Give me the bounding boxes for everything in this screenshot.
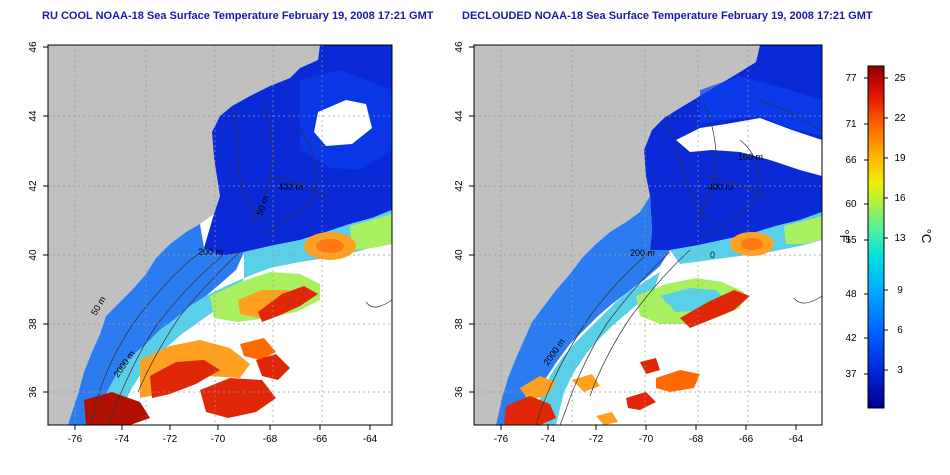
- lon-tick-label: -72: [163, 434, 178, 445]
- celsius-tick-label: 22: [894, 113, 906, 124]
- lon-tick-label: -70: [639, 434, 654, 445]
- right-panel-title: DECLOUDED NOAA-18 Sea Surface Temperatur…: [462, 10, 873, 22]
- contour-label: 200 m: [198, 247, 223, 257]
- lat-tick-label: 46: [28, 41, 39, 53]
- right-sst-map: [474, 45, 822, 425]
- lon-tick-label: -76: [494, 434, 509, 445]
- lat-tick-label: 42: [454, 180, 465, 192]
- left-lon-axis: -76 -74 -72 -70 -68 -66 -64: [68, 425, 378, 445]
- temperature-colorbar: 77 71 66 60 55 48 42 37 25 22 19 16 13 9…: [837, 65, 934, 409]
- lat-tick-label: 38: [28, 318, 39, 330]
- cool-water: [496, 196, 670, 425]
- celsius-tick-label: 13: [894, 233, 906, 244]
- contour-label: 0: [710, 250, 715, 260]
- celsius-tick-label: 25: [894, 73, 906, 84]
- fahrenheit-tick-label: 37: [845, 369, 857, 380]
- lat-tick-label: 44: [454, 110, 465, 122]
- fahrenheit-tick-label: 48: [845, 289, 857, 300]
- celsius-tick-label: 16: [894, 193, 906, 204]
- lat-tick-label: 42: [28, 180, 39, 192]
- colorbar-gradient: [867, 65, 885, 409]
- land-mass: [474, 45, 760, 425]
- fahrenheit-tick-label: 42: [845, 333, 857, 344]
- lon-tick-label: -72: [589, 434, 604, 445]
- fahrenheit-tick-label: 71: [845, 119, 857, 130]
- contour-label: 100 m: [738, 152, 763, 162]
- lat-tick-label: 40: [454, 249, 465, 261]
- right-map-frame: [473, 44, 823, 426]
- contour-label: 200 m: [630, 248, 655, 258]
- left-map-frame: [47, 44, 393, 426]
- celsius-tick-label: 9: [897, 285, 903, 296]
- right-lat-axis: 46 44 42 40 38 36: [454, 41, 474, 398]
- lat-tick-label: 36: [454, 386, 465, 398]
- fahrenheit-tick-label: 77: [845, 73, 857, 84]
- contour-label: 400 m: [278, 182, 303, 192]
- lon-tick-label: -74: [115, 434, 130, 445]
- celsius-tick-label: 3: [897, 365, 903, 376]
- lon-tick-label: -76: [68, 434, 83, 445]
- left-panel-title: RU COOL NOAA-18 Sea Surface Temperature …: [42, 10, 434, 22]
- celsius-unit-label: °C: [919, 229, 934, 244]
- celsius-tick-label: 19: [894, 153, 906, 164]
- contour-label: 400 m: [708, 182, 733, 192]
- fahrenheit-tick-label: 66: [845, 155, 857, 166]
- lat-tick-label: 36: [28, 386, 39, 398]
- cool-water: [68, 224, 244, 425]
- right-graticule: [474, 45, 822, 425]
- lon-tick-label: -74: [541, 434, 556, 445]
- lon-tick-label: -68: [689, 434, 704, 445]
- lon-tick-label: -66: [313, 434, 328, 445]
- lat-tick-label: 38: [454, 318, 465, 330]
- fahrenheit-tick-label: 60: [845, 199, 857, 210]
- land-mass: [48, 45, 320, 425]
- left-lat-axis: 46 44 42 40 38 36: [28, 41, 48, 398]
- lon-tick-label: -70: [211, 434, 226, 445]
- lon-tick-label: -68: [263, 434, 278, 445]
- lon-tick-label: -66: [739, 434, 754, 445]
- fahrenheit-unit-label: °F: [837, 229, 852, 242]
- fahrenheit-tick-label: 55: [845, 235, 857, 246]
- celsius-tick-label: 6: [897, 325, 903, 336]
- right-lon-axis: -76 -74 -72 -70 -68 -66 -64: [494, 425, 804, 445]
- lat-tick-label: 44: [28, 110, 39, 122]
- lat-tick-label: 46: [454, 41, 465, 53]
- lon-tick-label: -64: [363, 434, 378, 445]
- left-graticule: [48, 45, 392, 425]
- lat-tick-label: 40: [28, 249, 39, 261]
- left-sst-map: [48, 45, 392, 425]
- lon-tick-label: -64: [789, 434, 804, 445]
